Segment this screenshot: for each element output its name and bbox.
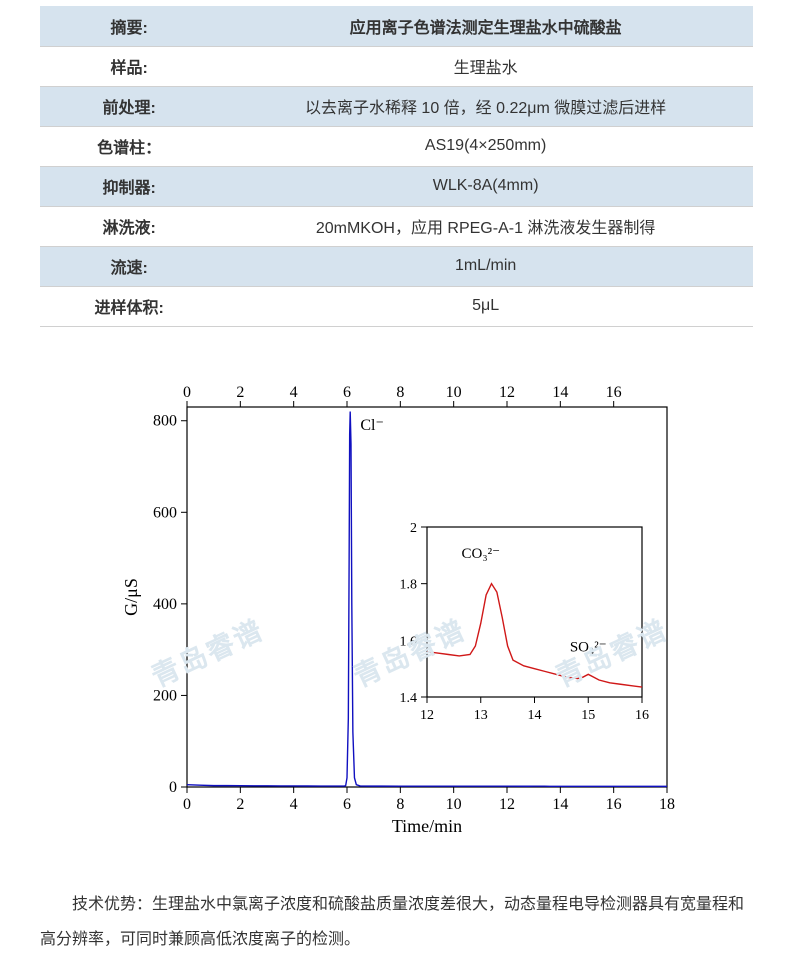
svg-text:4: 4 [289, 384, 297, 401]
parameters-table: 摘要:应用离子色谱法测定生理盐水中硫酸盐样品:生理盐水前处理:以去离子水稀释 1… [40, 6, 753, 327]
table-value: 20mMKOH，应用 RPEG-A-1 淋洗液发生器制得 [218, 206, 753, 246]
table-value: 1mL/min [218, 246, 753, 286]
svg-text:14: 14 [552, 796, 568, 813]
table-label: 色谱柱： [40, 126, 218, 166]
table-label: 进样体积: [40, 286, 218, 326]
svg-text:8: 8 [396, 796, 404, 813]
svg-text:10: 10 [445, 796, 461, 813]
svg-text:1.4: 1.4 [399, 691, 417, 706]
svg-text:600: 600 [153, 504, 177, 521]
svg-text:1.8: 1.8 [399, 577, 417, 592]
svg-text:14: 14 [552, 384, 568, 401]
svg-text:6: 6 [343, 796, 351, 813]
svg-text:16: 16 [605, 384, 621, 401]
chromatogram-chart: 0 2 4 6 8 10 12 14 16 18 0 2 4 6 8 10 12 14 16 0 200 400 600 80… [97, 372, 697, 852]
svg-text:400: 400 [153, 595, 177, 612]
svg-text:12: 12 [499, 796, 515, 813]
svg-text:Cl⁻: Cl⁻ [360, 416, 384, 433]
svg-text:0: 0 [183, 384, 191, 401]
table-label: 淋洗液: [40, 206, 218, 246]
svg-text:2: 2 [236, 796, 244, 813]
svg-text:SO₄²⁻: SO₄²⁻ [569, 639, 606, 655]
svg-text:2: 2 [236, 384, 244, 401]
svg-text:18: 18 [659, 796, 675, 813]
svg-text:2: 2 [410, 521, 417, 536]
svg-text:0: 0 [169, 779, 177, 796]
svg-text:12: 12 [499, 384, 515, 401]
table-label: 流速: [40, 246, 218, 286]
table-value: 生理盐水 [218, 46, 753, 86]
table-label: 摘要: [40, 6, 218, 46]
svg-text:16: 16 [605, 796, 621, 813]
svg-text:13: 13 [473, 708, 487, 723]
svg-text:0: 0 [183, 796, 191, 813]
svg-text:15: 15 [581, 708, 595, 723]
svg-text:14: 14 [527, 708, 541, 723]
svg-text:10: 10 [445, 384, 461, 401]
table-value: 5μL [218, 286, 753, 326]
table-value: 应用离子色谱法测定生理盐水中硫酸盐 [218, 6, 753, 46]
svg-text:4: 4 [289, 796, 297, 813]
table-label: 抑制器: [40, 166, 218, 206]
table-value: 以去离子水稀释 10 倍，经 0.22μm 微膜过滤后进样 [218, 86, 753, 126]
footer-paragraph: 技术优势：生理盐水中氯离子浓度和硫酸盐质量浓度差很大，动态量程电导检测器具有宽量… [40, 887, 753, 957]
svg-text:G/μS: G/μS [121, 578, 141, 616]
table-label: 前处理: [40, 86, 218, 126]
svg-text:CO₃²⁻: CO₃²⁻ [461, 546, 499, 562]
svg-text:Time/min: Time/min [391, 816, 461, 836]
table-value: WLK-8A(4mm) [218, 166, 753, 206]
svg-text:12: 12 [420, 708, 434, 723]
svg-text:1.6: 1.6 [399, 634, 417, 649]
svg-text:16: 16 [635, 708, 649, 723]
table-value: AS19(4×250mm) [218, 126, 753, 166]
svg-text:800: 800 [153, 412, 177, 429]
table-label: 样品: [40, 46, 218, 86]
svg-text:6: 6 [343, 384, 351, 401]
table-body: 摘要:应用离子色谱法测定生理盐水中硫酸盐样品:生理盐水前处理:以去离子水稀释 1… [40, 6, 753, 326]
svg-text:8: 8 [396, 384, 404, 401]
svg-text:200: 200 [153, 687, 177, 704]
chart-svg: 0 2 4 6 8 10 12 14 16 18 0 2 4 6 8 10 12 14 16 0 200 400 600 80… [97, 372, 697, 852]
